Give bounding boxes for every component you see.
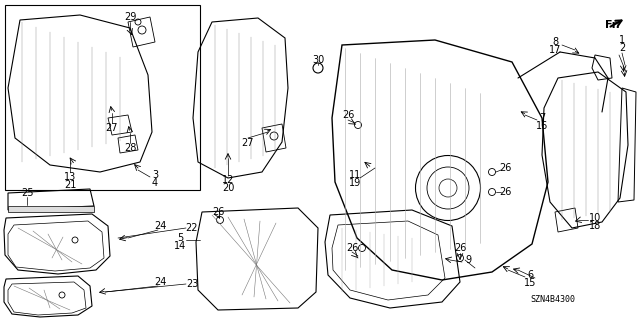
Text: SZN4B4300: SZN4B4300 [530, 295, 575, 305]
Text: 29: 29 [124, 12, 136, 22]
Text: 7: 7 [539, 113, 545, 123]
Text: 12: 12 [222, 175, 234, 185]
Text: 2: 2 [619, 43, 625, 53]
Text: 26: 26 [212, 207, 224, 217]
Text: 3: 3 [152, 170, 158, 180]
Text: 14: 14 [174, 241, 186, 251]
Text: 24: 24 [154, 277, 166, 287]
Text: 10: 10 [589, 213, 601, 223]
Text: 22: 22 [186, 223, 198, 233]
Text: 20: 20 [222, 183, 234, 193]
Text: 26: 26 [346, 243, 358, 253]
Text: 1: 1 [619, 35, 625, 45]
Text: 15: 15 [524, 278, 536, 288]
Bar [5, 5, 200, 190]
Text: 30: 30 [312, 55, 324, 65]
Text: 13: 13 [64, 172, 76, 182]
Text: 27: 27 [242, 138, 254, 148]
Text: 27: 27 [106, 123, 118, 133]
Text: 26: 26 [454, 243, 466, 253]
Text: 4: 4 [152, 178, 158, 188]
Text: 16: 16 [536, 121, 548, 131]
Text: 26: 26 [499, 163, 511, 173]
Text: 26: 26 [342, 110, 354, 120]
Text: 25: 25 [20, 188, 33, 198]
Text: Fr.: Fr. [605, 20, 620, 30]
Text: 28: 28 [124, 143, 136, 153]
Text: 5: 5 [177, 233, 183, 243]
Polygon shape [8, 206, 94, 212]
Text: 21: 21 [64, 180, 76, 190]
Text: 26: 26 [499, 187, 511, 197]
Text: 23: 23 [186, 279, 198, 289]
Text: 17: 17 [549, 45, 561, 55]
Text: 18: 18 [589, 221, 601, 231]
Text: 8: 8 [552, 37, 558, 47]
Text: 24: 24 [154, 221, 166, 231]
Text: 6: 6 [527, 270, 533, 280]
Text: 19: 19 [349, 178, 361, 188]
Text: 9: 9 [465, 255, 471, 265]
Text: 11: 11 [349, 170, 361, 180]
